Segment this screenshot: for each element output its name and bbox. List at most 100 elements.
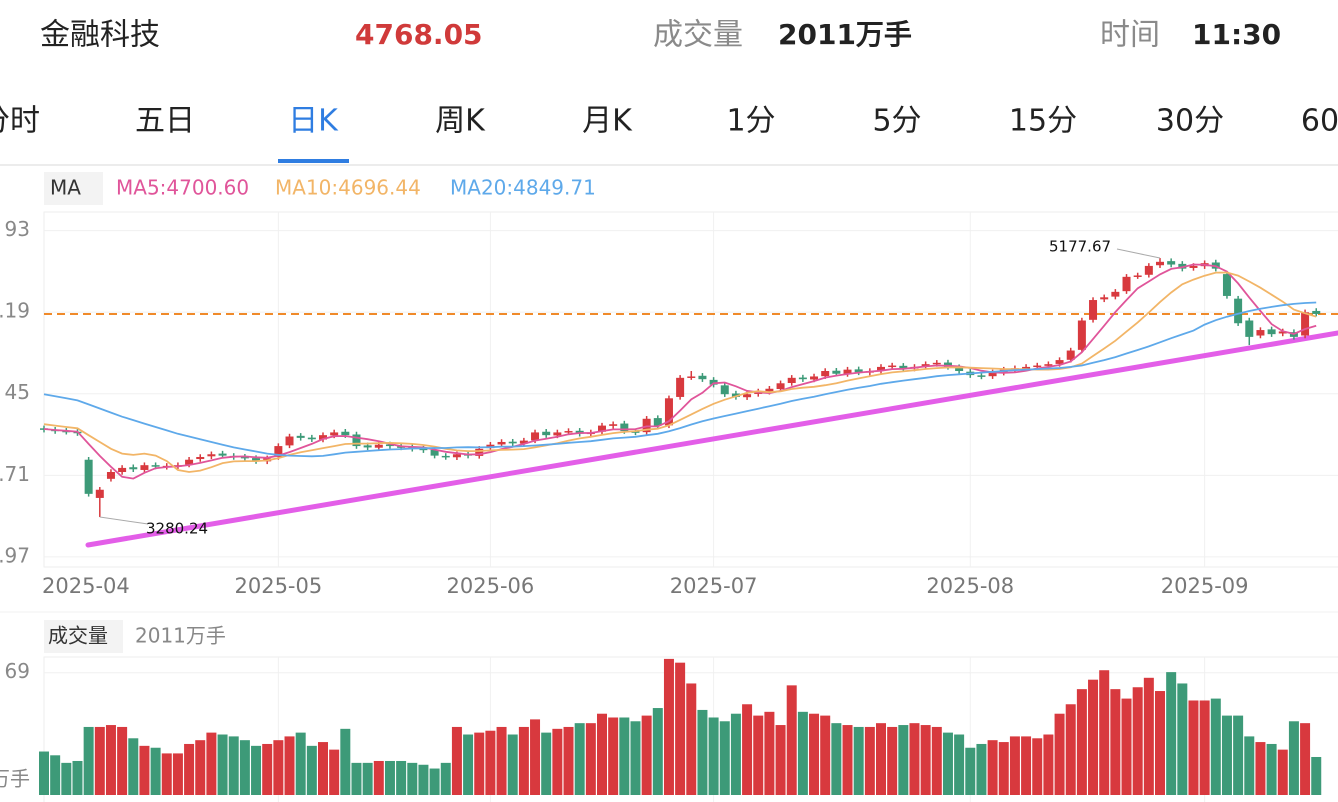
volume-bar [418,764,429,795]
volume-label: 成交量 [653,18,743,53]
volume-bar [318,742,328,795]
volume-panel-value: 2011万手 [135,624,226,648]
tab[interactable]: 5分 [872,104,921,139]
volume-bar [362,762,373,795]
volume-bar [206,732,217,795]
volume-tick-label: 69 [5,659,30,683]
candle-body [932,362,941,365]
candle-body [642,418,651,433]
tab[interactable]: 五日 [135,104,195,139]
volume-box [44,620,123,653]
volume-bar [1143,677,1154,795]
y-tick-label: .97 [0,543,30,567]
candle-body [196,456,205,460]
candle-body [843,369,852,375]
volume-bar [128,738,139,795]
legend-entry: MA10:4696.44 [275,176,421,200]
volume-bar [719,721,730,795]
candle-body [1066,350,1075,360]
candle-body [185,459,194,465]
candle-body [475,448,484,456]
volume-tick-label: 万手 [0,767,30,791]
candle-body [609,424,618,426]
candle-body [977,375,986,377]
volume-bar [753,715,764,795]
candle-body [1312,310,1321,314]
x-tick-label: 2025-09 [1161,574,1249,598]
volume-bar [507,734,518,795]
tab[interactable]: 60 [1301,104,1338,139]
volume-bar [94,726,105,795]
candle-body [1156,261,1164,266]
candle-body [452,454,461,458]
candle-body [95,489,104,498]
volume-bar [195,740,206,795]
volume-bar [764,711,775,795]
tab[interactable]: 分时 [0,104,40,139]
price-frame [43,211,1338,568]
volume-bar [663,658,674,795]
tab[interactable]: 1分 [726,104,775,139]
candle-body [1133,275,1142,277]
volume-bar [396,760,407,795]
legend-entry: MA5:4700.60 [116,176,249,200]
candle-body [374,444,383,448]
volume-bar [931,726,942,795]
tab[interactable]: 15分 [1009,104,1077,139]
candle-body [553,432,562,436]
candle-body [542,431,551,436]
candle-body [598,425,606,432]
candle-body [787,377,796,384]
candle-body [441,455,450,458]
candle-body [151,465,160,467]
candle-body [832,370,841,374]
volume-bar [518,726,529,795]
candle-body [363,445,372,448]
y-tick-label: 45 [5,380,30,404]
volume-bar [284,736,295,795]
candle-body [274,446,283,457]
volume-bar [1121,698,1132,795]
volume-bar [909,723,920,795]
price: 4768.05 [355,18,483,51]
tab[interactable]: 日K [288,104,339,139]
volume-bar [83,726,94,795]
annotation: 5177.67 [1049,238,1111,256]
annotation-leader [99,516,149,525]
candle-body [854,369,863,373]
volume-bar [1221,715,1232,795]
volume-bar [942,732,953,795]
candle-body [943,362,952,367]
volume-bar [541,732,552,795]
volume-bar [1244,736,1255,795]
volume-bar [1032,738,1043,795]
ma-line [43,301,1317,458]
tab[interactable]: 月K [582,104,633,139]
volume-bar [172,753,183,795]
tab[interactable]: 周K [435,104,486,139]
candle-body [698,375,707,380]
candle-body [218,453,227,456]
volume-bar [842,725,853,795]
candle-body [1222,274,1231,296]
candle-body [1301,312,1310,336]
volume-bar [251,745,262,795]
tab[interactable]: 30分 [1156,104,1224,139]
volume-bar [597,713,607,795]
candle-body [1178,263,1187,269]
volume-bar [1233,715,1244,795]
volume-bar [217,734,228,795]
candle-body [1167,261,1176,265]
volume-bar [228,736,239,795]
candle-body [1189,265,1198,268]
candle-body [118,467,127,473]
volume-bar [61,762,72,795]
candle-body [810,376,819,380]
candle-body [955,367,964,372]
candle-body [140,465,149,470]
x-tick-label: 2025-08 [926,574,1014,598]
volume-bar [675,662,686,795]
time-label: 时间 [1100,18,1160,53]
candle-body [731,393,740,397]
